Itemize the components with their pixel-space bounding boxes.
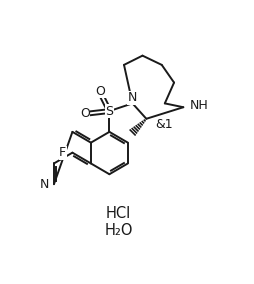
Text: O: O bbox=[80, 107, 90, 120]
Text: N: N bbox=[40, 178, 49, 191]
Text: &1: &1 bbox=[156, 118, 173, 131]
Text: S: S bbox=[105, 105, 113, 118]
Text: HCl: HCl bbox=[106, 206, 131, 221]
Text: N: N bbox=[128, 91, 137, 105]
Text: F: F bbox=[59, 146, 66, 159]
Text: O: O bbox=[95, 85, 105, 98]
Text: NH: NH bbox=[189, 99, 208, 112]
Text: H₂O: H₂O bbox=[104, 223, 133, 238]
